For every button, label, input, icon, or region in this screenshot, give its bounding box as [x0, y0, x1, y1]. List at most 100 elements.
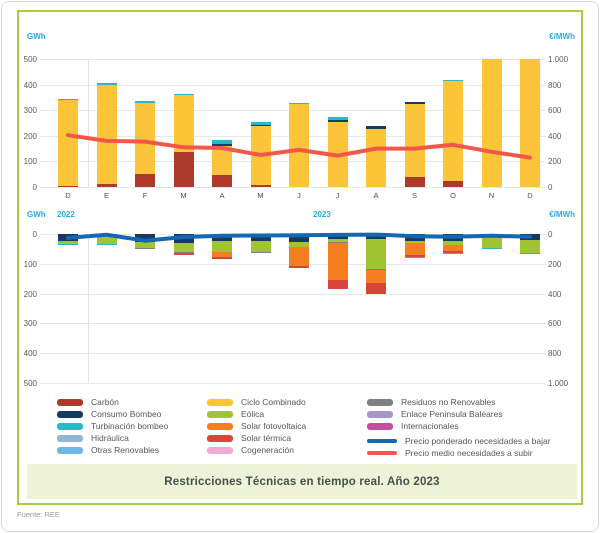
legend-item-precio_bajar[interactable]: Precio ponderado necesidades a bajar [367, 436, 551, 446]
legend-item-carbon[interactable]: Carbón [57, 397, 119, 407]
legend-item-turbinacion[interactable]: Turbinación bombeo [57, 421, 168, 431]
tick-label: 300 [23, 319, 37, 329]
carbon-swatch-icon [57, 398, 83, 406]
segment-consumo_bombeo [327, 119, 348, 122]
solar_fotovoltaica-swatch-icon [207, 422, 233, 430]
ciclo_combinado-swatch-icon [207, 398, 233, 406]
bar-subir-8[interactable] [366, 126, 386, 187]
chart-title: Restricciones Técnicas en tiempo real. A… [164, 475, 440, 488]
bar-subir-2[interactable] [135, 101, 155, 187]
month-label-0: D [65, 191, 71, 200]
legend-item-otras_renovables[interactable]: Otras Renovables [57, 445, 159, 455]
tick-label: 100 [23, 157, 37, 167]
segment-consumo_bombeo [404, 101, 425, 104]
legend-item-internacionales[interactable]: Internacionales [367, 421, 459, 431]
bar-subir-9[interactable] [404, 101, 425, 187]
tick-label: 0 [32, 183, 37, 192]
segment-solar_fotovoltaica [443, 245, 463, 252]
month-label-3: M [180, 191, 187, 200]
tick-label: 100 [23, 259, 37, 269]
tick-label: 400 [548, 289, 562, 299]
segment-turbinacion [443, 252, 463, 254]
segment-turbinacion [96, 83, 117, 85]
tick-label: 200 [23, 131, 37, 141]
mid-right-unit-label: €/MWh [549, 210, 575, 219]
bar-subir-6[interactable] [289, 102, 309, 187]
legend-item-ciclo_combinado[interactable]: Ciclo Combinado [207, 397, 306, 407]
bar-subir-11[interactable] [481, 59, 502, 187]
bar-subir-5[interactable] [250, 121, 271, 187]
bar-subir-1[interactable] [96, 83, 117, 187]
segment-eolica [366, 239, 386, 270]
legend-item-enlace_baleares[interactable]: Enlace Peninsula Baleares [367, 409, 503, 419]
bar-bajar-5[interactable] [250, 234, 271, 254]
bottom-chart-plot [40, 232, 546, 384]
bar-bajar-0[interactable] [58, 234, 78, 245]
legend-label: Cogeneración [241, 445, 294, 455]
legend-item-solar_termica[interactable]: Solar térmica [207, 433, 291, 443]
bar-bajar-7[interactable] [327, 234, 348, 289]
segment-ciclo_combinado [366, 128, 386, 187]
bar-subir-10[interactable] [443, 79, 463, 187]
segment-carbon [135, 174, 155, 187]
segment-consumo_bombeo [135, 234, 155, 243]
bar-subir-3[interactable] [173, 93, 194, 187]
bar-bajar-11[interactable] [481, 234, 502, 250]
segment-solar_fotovoltaica [366, 270, 386, 284]
segment-ciclo_combinado [135, 102, 155, 175]
segment-residuos [250, 251, 271, 254]
tick-label: 200 [548, 259, 562, 269]
segment-residuos [173, 252, 194, 254]
residuos-swatch-icon [367, 398, 393, 406]
segment-consumo_bombeo [366, 126, 386, 129]
bar-subir-0[interactable] [58, 98, 78, 187]
legend-label: Precio medio necesidades a subir [405, 448, 533, 458]
segment-carbon [443, 181, 463, 187]
source-label: Fuente: REE [17, 510, 60, 519]
segment-turbinacion [58, 244, 78, 245]
bar-bajar-1[interactable] [96, 234, 117, 245]
legend-label: Consumo Bombeo [91, 409, 162, 419]
bar-bajar-12[interactable] [520, 234, 540, 255]
bar-bajar-2[interactable] [135, 234, 155, 249]
bar-subir-7[interactable] [327, 117, 348, 187]
segment-consumo_bombeo [250, 124, 271, 127]
legend-item-residuos[interactable]: Residuos no Renovables [367, 397, 496, 407]
segment-solar_termica [327, 280, 348, 289]
segment-ciclo_combinado [327, 121, 348, 187]
segment-ciclo_combinado [289, 104, 309, 187]
tick-label: 600 [548, 106, 562, 116]
bar-subir-12[interactable] [520, 59, 540, 187]
bar-subir-4[interactable] [212, 139, 232, 187]
tick-label: 200 [548, 157, 562, 167]
segment-solar_termica [212, 257, 232, 259]
legend-label: Hidráulica [91, 433, 129, 443]
tick-label: 300 [23, 106, 37, 116]
segment-consumo_bombeo [173, 234, 194, 243]
bar-bajar-3[interactable] [173, 234, 194, 255]
gridline [40, 187, 546, 188]
legend-item-cogeneracion[interactable]: Cogeneración [207, 445, 294, 455]
gridline [40, 293, 546, 295]
bar-bajar-6[interactable] [289, 234, 309, 269]
legend-item-hidraulica[interactable]: Hidráulica [57, 433, 129, 443]
segment-residuos [135, 247, 155, 249]
internacionales-swatch-icon [367, 422, 393, 430]
bar-bajar-10[interactable] [443, 234, 463, 254]
turbinacion-swatch-icon [57, 422, 83, 430]
bar-bajar-9[interactable] [404, 234, 425, 258]
segment-ciclo_combinado [443, 81, 463, 182]
legend-item-consumo_bombeo[interactable]: Consumo Bombeo [57, 409, 161, 419]
year-separator-line [88, 234, 89, 383]
legend-item-solar_fotovoltaica[interactable]: Solar fotovoltaica [207, 421, 306, 431]
legend-label: Internacionales [401, 421, 459, 431]
segment-ciclo_combinado [212, 145, 232, 176]
bar-bajar-4[interactable] [212, 234, 232, 259]
bar-bajar-8[interactable] [366, 234, 386, 294]
segment-carbon [250, 185, 271, 187]
legend-item-precio_subir[interactable]: Precio medio necesidades a subir [367, 448, 533, 458]
tick-label: 400 [23, 349, 37, 359]
segment-consumo_bombeo [250, 234, 271, 242]
legend-item-eolica[interactable]: Eólica [207, 409, 264, 419]
